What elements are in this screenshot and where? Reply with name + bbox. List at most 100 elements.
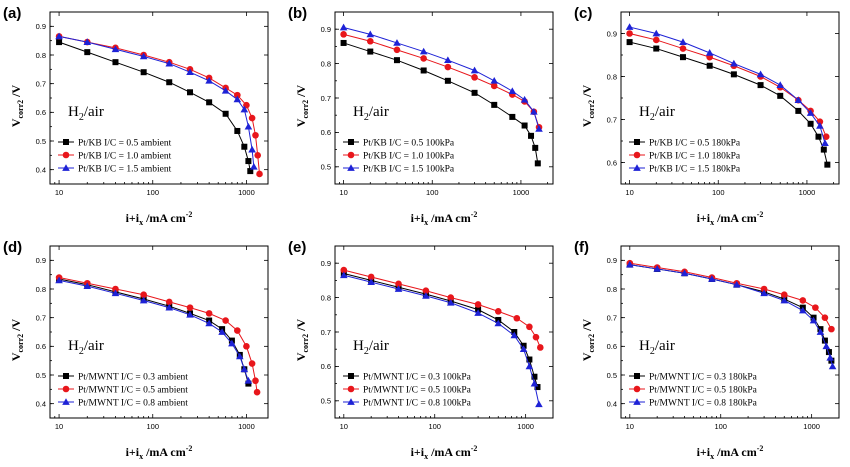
y-tick-label: 0.6 xyxy=(36,342,46,351)
data-point xyxy=(528,132,535,139)
data-point xyxy=(444,63,452,71)
data-point xyxy=(780,296,789,304)
data-point xyxy=(222,317,229,324)
y-tick-label: 0.4 xyxy=(36,399,46,408)
x-tick-label: 10 xyxy=(625,188,633,197)
data-point xyxy=(422,292,430,299)
x-axis-title: i+ix /mA cm-2 xyxy=(697,444,764,461)
panel-c: (c) 0.6 0.7 0.8 0.9 10 100 1000 i+ix /mA cm-2 Vco… xyxy=(574,5,840,227)
data-point xyxy=(653,45,660,52)
y-tick-label: 0.9 xyxy=(321,25,331,34)
data-point xyxy=(809,316,818,324)
data-point xyxy=(186,304,194,311)
data-point xyxy=(816,328,825,335)
y-tick-label: 0.9 xyxy=(607,256,617,265)
y-tick-label: 0.6 xyxy=(321,362,331,371)
data-point xyxy=(205,319,213,327)
legend-label: Pt/MWNT I/C = 0.8 ambient xyxy=(78,398,188,408)
data-point xyxy=(420,55,427,62)
data-point xyxy=(419,47,428,55)
data-point xyxy=(513,314,521,322)
panel-e: (e) 0.5 0.6 0.7 0.8 0.9 10 100 1000 i+ix /mA cm-2… xyxy=(288,239,554,461)
panel-label: (f) xyxy=(574,239,589,256)
legend-label: Pt/KB I/C = 1.0 100kPa xyxy=(363,151,455,161)
legend: Pt/MWNT I/C = 0.3 100kPa Pt/MWNT I/C = 0.… xyxy=(343,372,472,408)
panel-label: (a) xyxy=(3,5,21,22)
annotation: H2/air xyxy=(68,338,104,357)
legend-label: Pt/MWNT I/C = 0.5 ambient xyxy=(78,385,188,395)
y-tick-label: 0.6 xyxy=(36,108,46,117)
annotation: H2/air xyxy=(353,104,389,123)
panel-f: (f) 0.4 0.5 0.6 0.7 0.8 0.9 10 100 1000 i+ix /mA c… xyxy=(574,239,840,461)
data-point xyxy=(653,265,661,272)
panel-b: (b) 0.5 0.6 0.7 0.8 0.9 10 100 1000 i+ix /mA cm-2… xyxy=(288,5,554,227)
data-point xyxy=(228,339,236,347)
y-tick-label: 0.5 xyxy=(321,397,331,406)
data-point xyxy=(821,139,829,146)
data-point xyxy=(652,36,660,44)
data-point xyxy=(760,289,768,297)
data-point xyxy=(760,285,768,293)
data-point xyxy=(248,114,256,122)
data-point xyxy=(339,23,348,31)
series-1 xyxy=(340,39,541,167)
data-point xyxy=(340,271,348,279)
y-axis-title: Vcorr2 /V xyxy=(294,319,310,362)
x-axis-title: i+ix /mA cm-2 xyxy=(697,210,764,227)
data-point xyxy=(422,287,430,295)
data-point xyxy=(253,388,261,396)
data-point xyxy=(205,77,213,84)
data-point xyxy=(166,79,173,86)
y-tick-label: 0.4 xyxy=(607,399,617,408)
data-point xyxy=(186,68,194,76)
data-point xyxy=(519,345,528,353)
y-tick-label: 0.6 xyxy=(607,342,617,351)
data-point xyxy=(730,71,737,78)
legend-marker xyxy=(348,139,354,145)
legend-label: Pt/MWNT I/C = 0.5 100kPa xyxy=(363,385,472,395)
data-point xyxy=(139,296,148,304)
data-point xyxy=(140,291,147,299)
data-point xyxy=(252,131,259,139)
data-point xyxy=(821,314,829,321)
x-axis-title: i+ix /mA cm-2 xyxy=(126,210,193,227)
legend-marker xyxy=(633,164,641,171)
legend: Pt/KB I/C = 0.5 100kPa Pt/KB I/C = 1.0 10… xyxy=(343,138,455,174)
data-point xyxy=(806,109,815,116)
data-point xyxy=(532,144,539,151)
data-point xyxy=(234,127,241,134)
legend-label: Pt/KB I/C = 1.5 100kPa xyxy=(363,164,455,174)
data-point xyxy=(730,59,738,67)
legend-label: Pt/MWNT I/C = 0.3 ambient xyxy=(78,372,188,382)
series-3 xyxy=(626,260,837,370)
legend-marker xyxy=(348,373,354,379)
data-point xyxy=(820,146,827,153)
data-point xyxy=(444,77,451,84)
legend-label: Pt/KB I/C = 1.5 180kPa xyxy=(649,164,741,174)
series-1 xyxy=(56,39,254,175)
data-point xyxy=(254,152,262,159)
data-point xyxy=(494,308,502,315)
legend-label: Pt/MWNT I/C = 0.8 100kPa xyxy=(363,398,472,408)
data-point xyxy=(367,48,374,55)
y-tick-label: 0.8 xyxy=(321,59,331,68)
data-point xyxy=(531,373,538,380)
data-point xyxy=(537,344,544,351)
x-tick-label: 1000 xyxy=(513,188,530,197)
data-point xyxy=(652,29,661,37)
legend-marker xyxy=(634,373,640,379)
data-point xyxy=(732,280,741,288)
data-point xyxy=(812,304,819,311)
data-point xyxy=(111,45,120,53)
x-tick-label: 10 xyxy=(340,422,348,431)
x-axis-title: i+ix /mA cm-2 xyxy=(126,444,193,461)
data-point xyxy=(535,400,543,408)
y-tick-label: 0.6 xyxy=(607,158,617,167)
series-line xyxy=(629,26,826,144)
data-point xyxy=(83,282,92,289)
data-point xyxy=(206,99,213,106)
data-point xyxy=(367,273,375,281)
y-tick-label: 0.5 xyxy=(321,163,331,172)
data-point xyxy=(55,32,63,40)
